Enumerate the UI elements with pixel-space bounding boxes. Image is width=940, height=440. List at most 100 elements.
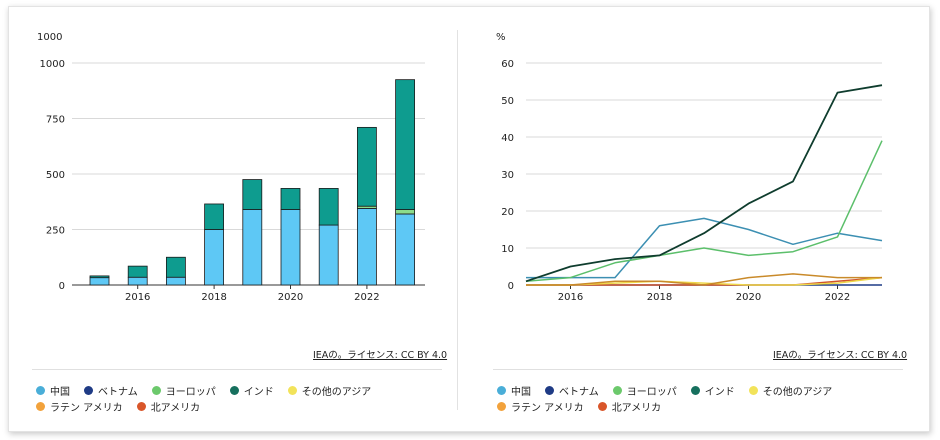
x-tick-label: 2022 — [354, 292, 379, 303]
legend-dot-icon — [690, 385, 700, 395]
x-tick-label: 2016 — [125, 292, 150, 303]
y-tick-label: 10 — [501, 244, 514, 255]
y-tick-label: 750 — [46, 115, 65, 126]
legend-label: ベトナム — [559, 386, 599, 398]
legend-row: 中国 ベトナム ヨーロッパ インド その他のアジア — [497, 382, 846, 398]
legend-item[interactable]: ラテン アメリカ — [497, 399, 584, 414]
bar-segment — [127, 265, 148, 278]
bar-segment — [165, 276, 186, 286]
y-tick-label: 40 — [501, 133, 514, 144]
legend-item[interactable]: ヨーロッパ — [151, 383, 216, 398]
legend-dot-icon — [497, 401, 506, 411]
chart-card — [8, 6, 930, 432]
legend-item[interactable]: その他のアジア — [287, 383, 372, 398]
legend-label: その他のアジア — [762, 386, 833, 398]
legend-label: ラテン アメリカ — [511, 402, 584, 414]
bar-segment — [89, 277, 110, 286]
x-tick-label: 2018 — [647, 292, 672, 303]
legend-dot-icon — [287, 385, 297, 395]
bar-segment — [204, 229, 225, 286]
legend-item[interactable]: ベトナム — [84, 383, 138, 398]
legend-row: ラテン アメリカ 北アメリカ — [36, 398, 385, 414]
y-tick-label: 250 — [46, 226, 65, 237]
x-tick-label: 2020 — [736, 292, 761, 303]
y-unit-label: % — [496, 32, 506, 43]
bar-chart: 1000 0 250 500 750 1000 2016 2018 2020 2022 — [37, 32, 425, 303]
series-line — [525, 84, 883, 283]
y-tick-label: 60 — [501, 59, 514, 70]
bar-segment — [204, 203, 225, 230]
y-tick-label: 0 — [508, 281, 514, 292]
legend-dot-icon — [748, 385, 758, 395]
legend-dot-icon — [229, 385, 239, 395]
y-tick-label: 0 — [59, 281, 65, 292]
bar-segment — [318, 188, 339, 226]
y-tick-label: 30 — [501, 170, 514, 181]
series-line — [526, 217, 883, 279]
bar-segment — [356, 126, 377, 207]
legend-item[interactable]: 北アメリカ — [597, 399, 662, 414]
legend-dot-icon — [597, 401, 607, 411]
legend-dot-icon — [612, 385, 622, 395]
x-tick-label: 2018 — [201, 292, 226, 303]
line-chart: % 0 10 20 30 40 50 60 2016 2018 2020 2022 — [496, 32, 883, 303]
legend-row: ラテン アメリカ 北アメリカ — [497, 398, 846, 414]
legend-separator-right — [493, 369, 903, 370]
legend-dot-icon — [136, 401, 146, 411]
bar-segment — [280, 188, 301, 210]
source-link-right[interactable]: IEAの。ライセンス: CC BY 4.0 — [773, 350, 908, 361]
legend-label: ラテン アメリカ — [50, 402, 123, 414]
legend-label: 中国 — [50, 386, 70, 398]
bar-segment — [356, 208, 377, 286]
x-tick-label: 2020 — [278, 292, 303, 303]
legend-label: 北アメリカ — [150, 402, 201, 414]
x-tick-label: 2022 — [825, 292, 850, 303]
bar-segment — [280, 209, 301, 286]
source-link-left[interactable]: IEAの。ライセンス: CC BY 4.0 — [313, 350, 448, 361]
bar-segment — [318, 224, 339, 286]
legend-row: 中国 ベトナム ヨーロッパ インド その他のアジア — [36, 382, 385, 398]
legend-label: 北アメリカ — [611, 402, 662, 414]
legend-dot-icon — [497, 385, 506, 395]
legend-left: 中国 ベトナム ヨーロッパ インド その他のアジアラテン アメリカ 北アメリカ — [36, 382, 385, 414]
y-tick-label: 20 — [501, 207, 514, 218]
x-tick-label: 2016 — [558, 292, 583, 303]
series-line — [526, 273, 882, 286]
bar-segment — [242, 209, 263, 286]
bar-segment — [242, 179, 263, 210]
legend-label: ヨーロッパ — [626, 386, 677, 398]
bar-segment — [127, 276, 148, 286]
legend-dot-icon — [36, 401, 45, 411]
legend-label: ベトナム — [98, 386, 138, 398]
legend-item[interactable]: インド — [229, 383, 274, 398]
legend-label: 中国 — [511, 386, 531, 398]
legend-dot-icon — [151, 385, 161, 395]
legend-item[interactable]: 中国 — [497, 383, 531, 398]
bar-segment — [395, 79, 416, 210]
legend-dot-icon — [84, 385, 93, 395]
legend-dot-icon — [36, 385, 45, 395]
legend-item[interactable]: ベトナム — [545, 383, 599, 398]
legend-item[interactable]: インド — [690, 383, 735, 398]
legend-label: インド — [704, 386, 735, 398]
legend-item[interactable]: 北アメリカ — [136, 399, 201, 414]
legend-item[interactable]: その他のアジア — [748, 383, 833, 398]
legend-label: ヨーロッパ — [165, 386, 216, 398]
legend-dot-icon — [545, 385, 554, 395]
legend-item[interactable]: ラテン アメリカ — [36, 399, 123, 414]
panel-divider — [457, 30, 458, 410]
bar-segment — [395, 209, 416, 215]
legend-item[interactable]: ヨーロッパ — [612, 383, 677, 398]
y-tick-label: 50 — [501, 96, 514, 107]
legend-item[interactable]: 中国 — [36, 383, 70, 398]
y-unit-label: 1000 — [37, 32, 62, 43]
bar-segment — [395, 213, 416, 286]
legend-label: インド — [243, 386, 274, 398]
series-line — [525, 140, 883, 283]
y-tick-label: 1000 — [40, 59, 65, 70]
legend-separator-left — [32, 369, 442, 370]
legend-right: 中国 ベトナム ヨーロッパ インド その他のアジアラテン アメリカ 北アメリカ — [497, 382, 846, 414]
bar-segment — [89, 275, 110, 279]
y-tick-label: 500 — [46, 170, 65, 181]
legend-label: その他のアジア — [301, 386, 372, 398]
